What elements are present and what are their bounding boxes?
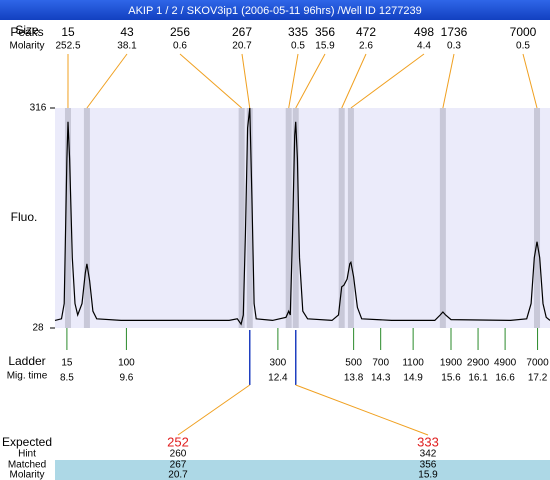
peak-band [238,108,245,328]
peak-band [338,108,345,328]
peak-size: 356 [315,25,335,39]
peak-size: 256 [170,25,190,39]
mig-time-label: Mig. time [7,371,48,382]
y-axis-label: Fluo. [11,210,38,224]
ladder-size: 4900 [494,358,517,369]
ladder-size: 7000 [526,358,549,369]
peak-band [439,108,446,328]
expected-expected: 252 [167,434,189,449]
peak-connector [350,53,425,109]
peak-band [285,108,292,328]
ladder-time: 16.6 [495,373,515,384]
ladder-size: 700 [372,358,389,369]
expected-expected: 333 [417,434,439,449]
peak-connector [341,53,367,109]
ladder-size: 1100 [402,358,424,369]
title-bar [0,0,550,20]
expected-connector [295,384,429,436]
peak-connector [442,53,455,109]
title: AKIP 1 / 2 / SKOV3ip1 (2006-05-11 96hrs)… [128,5,422,17]
expected-row-label: Molarity [9,470,44,480]
ladder-size: 100 [118,358,135,369]
expected-molarity: 15.9 [418,470,438,480]
expected-matched: 267 [170,460,187,471]
ladder-time: 17.2 [528,373,548,384]
peak-connector [295,53,326,109]
ladder-label: Ladder [8,354,45,368]
ladder-size: 1900 [440,358,463,369]
peak-molarity: 20.7 [232,41,252,52]
ladder-time: 14.9 [403,373,423,384]
trace [54,107,550,326]
expected-connector [177,384,251,436]
peak-band [83,108,90,328]
peak-band [534,108,541,328]
size-label: Size [15,23,39,37]
ladder-time: 9.6 [119,373,133,384]
y-tick-label: 316 [30,103,47,114]
ladder-size: 300 [270,358,287,369]
peak-size: 7000 [510,25,537,39]
peak-connector [241,53,251,109]
peak-size: 335 [288,25,308,39]
ladder-size: 2900 [467,358,490,369]
expected-hint: 342 [420,449,437,460]
peak-connector [86,53,128,109]
peak-size: 267 [232,25,252,39]
peak-molarity: 252.5 [55,41,80,52]
peak-connector [179,53,242,109]
ladder-time: 12.4 [268,373,288,384]
matched-band [55,460,550,480]
peak-molarity: 0.5 [291,41,305,52]
peak-connector [288,53,299,109]
ladder-time: 13.8 [344,373,364,384]
peak-band [292,108,299,328]
peak-size: 472 [356,25,376,39]
peak-molarity: 2.6 [359,41,373,52]
expected-hint: 260 [170,449,187,460]
peak-molarity: 38.1 [117,41,137,52]
peak-band [246,108,253,328]
peak-size: 498 [414,25,434,39]
ladder-size: 500 [345,358,362,369]
expected-matched: 356 [420,460,437,471]
molarity-label: Molarity [9,41,44,52]
peak-molarity: 0.6 [173,41,187,52]
plot-area [55,108,550,328]
peak-molarity: 4.4 [417,41,431,52]
expected-row-label: Expected [2,435,52,449]
ladder-time: 8.5 [60,373,74,384]
peak-size: 1736 [441,25,468,39]
expected-molarity: 20.7 [168,470,188,480]
ladder-time: 15.6 [441,373,461,384]
expected-row-label: Hint [18,449,36,460]
ladder-time: 14.3 [371,373,391,384]
peak-molarity: 15.9 [315,41,335,52]
ladder-size: 15 [61,358,73,369]
peak-molarity: 0.5 [516,41,530,52]
expected-row-label: Matched [8,460,46,471]
peak-molarity: 0.3 [447,41,461,52]
peak-band [347,108,354,328]
peak-size: 15 [61,25,75,39]
peak-size: 43 [120,25,134,39]
peaks-label: Peaks [10,25,43,39]
ladder-time: 16.1 [468,373,488,384]
y-tick-label: 28 [32,323,44,334]
peak-connector [522,53,538,109]
peak-band [64,108,71,328]
